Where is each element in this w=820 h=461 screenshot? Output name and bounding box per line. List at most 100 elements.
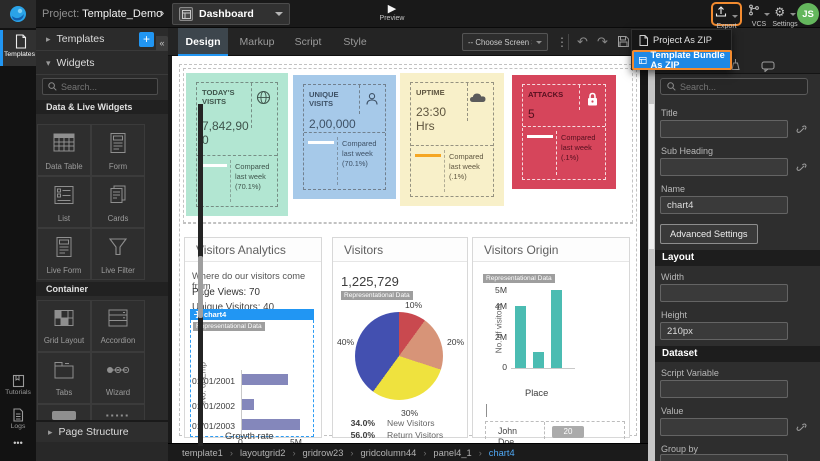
tab-style[interactable]: Style — [343, 36, 367, 48]
kebab-menu-button[interactable]: ⋮ — [556, 35, 568, 49]
panel-visitors[interactable]: Visitors 1,225,729 Representational Data… — [332, 237, 468, 440]
bind-value-icon[interactable] — [796, 421, 807, 439]
breadcrumb-gridcolumn44[interactable]: gridcolumn44 — [360, 447, 417, 458]
tile-label: Accordion — [100, 336, 136, 345]
widget-tile-live-filter[interactable]: Live Filter — [91, 228, 145, 280]
chart4-tag-label: chart4 — [204, 310, 227, 319]
legend-label-new: New Visitors — [387, 418, 435, 428]
export-button[interactable]: Export — [711, 2, 742, 30]
widget-tile-accordion[interactable]: Accordion — [91, 300, 145, 352]
breadcrumb-panel4_1[interactable]: panel4_1 — [433, 447, 472, 458]
collapse-panel-button[interactable]: « — [156, 36, 168, 51]
bind-title-icon[interactable] — [796, 123, 807, 141]
breadcrumb-chart4[interactable]: chart4 — [488, 447, 515, 458]
pie-label-10: 10% — [405, 300, 423, 310]
dataset-section-header[interactable]: Dataset — [648, 346, 820, 362]
play-icon: ▶ — [387, 3, 397, 15]
app-logo[interactable] — [0, 0, 36, 28]
rail-more-button[interactable]: ••• — [0, 438, 36, 454]
left-panel-footer — [36, 442, 168, 461]
plus-icon: + — [142, 32, 150, 46]
styles-icon[interactable] — [730, 58, 741, 76]
breadcrumb-gridrow23[interactable]: gridrow23 — [302, 447, 344, 458]
dashed-divider — [358, 85, 360, 115]
save-button[interactable] — [617, 35, 630, 51]
templates-section-header[interactable]: ▸ Templates + — [36, 28, 168, 51]
add-template-button[interactable]: + — [139, 32, 154, 47]
value-input[interactable] — [660, 418, 788, 436]
rail-item-templates[interactable]: Templates — [0, 30, 36, 66]
comments-icon[interactable] — [761, 59, 775, 77]
tab-script[interactable]: Script — [294, 36, 322, 48]
properties-scrollbar[interactable] — [648, 56, 655, 461]
properties-search-input[interactable] — [680, 81, 798, 92]
page-selector-dropdown[interactable]: Dashboard — [172, 3, 290, 25]
card-unique-visits[interactable]: UNIQUE VISITS 2,00,000 Compared last wee… — [293, 75, 396, 199]
widget-tile-partial-left[interactable] — [37, 404, 91, 420]
widget-tile-partial-right[interactable]: ▪▪▪▪▪ — [91, 404, 145, 420]
subheading-input[interactable] — [660, 158, 788, 176]
settings-button[interactable]: ⚙ Settings — [770, 3, 800, 28]
widget-tile-cards[interactable]: Cards — [91, 176, 145, 228]
dashed-divider — [230, 160, 231, 202]
name-input[interactable] — [660, 196, 788, 214]
canvas-page[interactable]: TODAY'S VISITS 7,842,900 Compared last w… — [172, 56, 640, 443]
widget-tile-live-form[interactable]: Live Form — [37, 228, 91, 280]
title-input[interactable] — [660, 120, 788, 138]
menu-item-template-bundle-as-zip[interactable]: Template Bundle As ZIP — [632, 50, 732, 70]
widget-tile-data-table[interactable]: Data Table — [37, 124, 91, 176]
breadcrumb-layoutgrid2[interactable]: layoutgrid2 — [239, 447, 286, 458]
widget-tile-tabs[interactable]: Tabs — [37, 352, 91, 404]
card-todays-visits[interactable]: TODAY'S VISITS 7,842,900 Compared last w… — [186, 73, 288, 216]
page-structure-header[interactable]: ▸ Page Structure — [36, 420, 168, 442]
screen-size-select[interactable]: -- Choose Screen Size -- — [462, 33, 548, 51]
script-variable-input[interactable] — [660, 380, 788, 398]
rail-item-logs[interactable]: Logs — [0, 404, 36, 434]
title-label: Title — [661, 108, 678, 118]
vcs-button[interactable]: VCS — [746, 3, 772, 28]
advanced-settings-button[interactable]: Advanced Settings — [660, 224, 758, 244]
card-title: UPTIME — [416, 88, 445, 97]
left-panel: ▸ Templates + ▾ Widgets Data & Live Widget… — [36, 28, 203, 461]
widget-search-input[interactable] — [61, 81, 151, 92]
group-by-input[interactable] — [660, 454, 788, 461]
x-axis-label: Growth rate — [225, 431, 274, 441]
rail-item-tutorials[interactable]: Tutorials — [0, 370, 36, 400]
search-icon — [667, 82, 676, 91]
widget-tile-wizard[interactable]: Wizard — [91, 352, 145, 404]
list-widget[interactable]: John Doe 20 — [485, 421, 625, 443]
layout-section-header[interactable]: Layout — [648, 250, 820, 266]
left-panel-scrollbar-thumb[interactable] — [198, 256, 203, 318]
design-canvas[interactable]: TODAY'S VISITS 7,842,900 Compared last w… — [168, 56, 648, 443]
widgets-section-header[interactable]: ▾ Widgets — [36, 52, 168, 75]
tab-markup[interactable]: Markup — [239, 36, 275, 48]
breadcrumb-template1[interactable]: template1 — [182, 447, 223, 458]
widget-search-box[interactable] — [42, 78, 158, 95]
dashed-divider — [251, 83, 253, 128]
height-input[interactable] — [660, 322, 788, 340]
bind-subheading-icon[interactable] — [796, 161, 807, 179]
y-tick-2m: 2M — [495, 332, 507, 342]
project-name: Template_Demo — [82, 8, 163, 20]
card-uptime[interactable]: UPTIME 23:30 Hrs Compared last week (.1%… — [400, 73, 504, 206]
properties-search-box[interactable] — [660, 78, 808, 95]
properties-scrollbar-thumb[interactable] — [649, 104, 654, 249]
undo-button[interactable]: ↶ — [577, 34, 588, 50]
chart4-selection-tag[interactable]: chart4 — [190, 309, 314, 320]
redo-button[interactable]: ↷ — [597, 34, 608, 50]
preview-button[interactable]: ▶ Preview — [377, 3, 407, 22]
widget-tile-grid-layout[interactable]: Grid Layout — [37, 300, 91, 352]
width-input[interactable] — [660, 284, 788, 302]
user-avatar[interactable]: JS — [797, 3, 819, 25]
widget-tile-list[interactable]: List — [37, 176, 91, 228]
card-attacks[interactable]: ATTACKS 5 Compared last week (.1%) — [512, 75, 616, 189]
widget-tile-form[interactable]: Form — [91, 124, 145, 176]
vcs-branch-icon — [748, 4, 759, 16]
chart4-widget[interactable]: Representational Data No. of Emp 01/01/2… — [190, 320, 314, 443]
templates-icon — [15, 34, 26, 49]
panel-visitors-origin[interactable]: Visitors Origin Representational Data No… — [472, 237, 630, 443]
dashed-divider — [556, 131, 557, 175]
menu-item-project-as-zip[interactable]: Project As ZIP — [632, 30, 732, 50]
panel-visitors-analytics[interactable]: Visitors Analytics Where do our visitors… — [184, 237, 322, 443]
tab-design[interactable]: Design — [178, 28, 228, 56]
